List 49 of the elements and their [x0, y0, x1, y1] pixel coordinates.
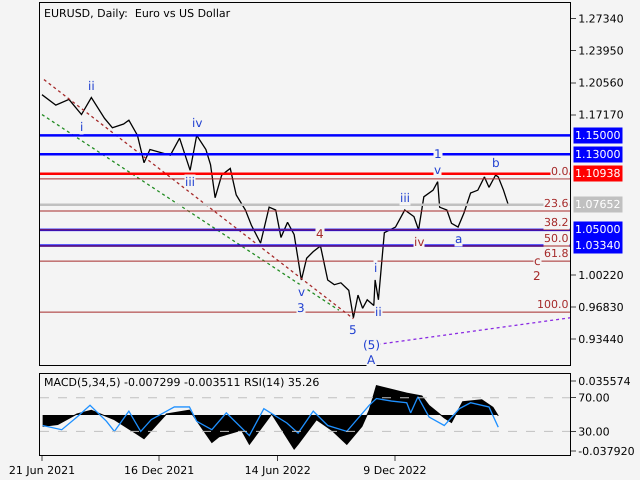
- y-tick-label: 1.00220: [578, 268, 624, 282]
- annotation: 0.0: [551, 165, 568, 178]
- annotation: 3: [297, 301, 305, 315]
- annotation: v: [434, 163, 442, 177]
- y-tick-label: 0.93440: [578, 333, 624, 346]
- ref-line-label: 1.15000: [575, 129, 620, 142]
- y-tick-label: 1.17170: [578, 108, 624, 122]
- annotation: iii: [185, 175, 196, 189]
- annotation: 61.8: [544, 247, 568, 260]
- ref-line-label: 1.07652: [575, 198, 620, 211]
- ref-line-label: 1.10938: [575, 167, 620, 180]
- annotation: 2: [533, 269, 541, 283]
- annotation: i: [374, 261, 378, 275]
- annotation: b: [492, 156, 500, 170]
- annotation: c: [534, 254, 541, 268]
- annotation: A: [367, 353, 376, 367]
- annotation: iv: [192, 116, 202, 130]
- annotation: v: [298, 285, 306, 299]
- x-tick-label: 9 Dec 2022: [363, 464, 427, 478]
- y-tick-label: 1.27340: [578, 12, 624, 26]
- x-tick-label: 21 Jun 2021: [8, 464, 76, 478]
- annotation: i: [80, 120, 84, 134]
- annotation: ii: [375, 305, 382, 319]
- annotation: 1: [434, 147, 442, 161]
- y-tick-label: 1.20560: [578, 76, 624, 90]
- annotation: 5: [349, 323, 357, 337]
- y2-tick-label: 70.00: [578, 392, 610, 405]
- annotation: 23.6: [544, 197, 568, 210]
- x-tick-label: 14 Jun 2022: [244, 464, 311, 478]
- annotation: iii: [400, 191, 410, 205]
- y-tick-label: 0.96830: [578, 300, 624, 314]
- chart-title: MACD(5,34,5) -0.007299 -0.003511 RSI(14) 35.26: [44, 376, 320, 389]
- annotation: a: [455, 232, 462, 246]
- annotation: 50.0: [544, 232, 568, 245]
- ref-line-label: 1.13000: [575, 148, 620, 161]
- ref-line-label: 1.05000: [575, 223, 620, 236]
- annotation: (5): [363, 338, 380, 352]
- annotation: 100.0: [537, 298, 568, 311]
- ref-line-label: 1.03340: [575, 239, 620, 252]
- y-tick-label: 1.23950: [578, 44, 624, 58]
- chart-title: EURUSD, Daily: Euro vs US Dollar: [44, 7, 231, 20]
- y-tick-label: 0.035574: [578, 375, 631, 388]
- annotation: ii: [88, 79, 95, 93]
- x-tick-label: 16 Dec 2021: [124, 464, 194, 478]
- annotation: iv: [414, 235, 424, 249]
- annotation: 38.2: [544, 216, 568, 229]
- y2-tick-label: 30.00: [578, 425, 610, 438]
- y-tick-label: -0.037920: [578, 444, 635, 458]
- annotation: 4: [316, 227, 324, 241]
